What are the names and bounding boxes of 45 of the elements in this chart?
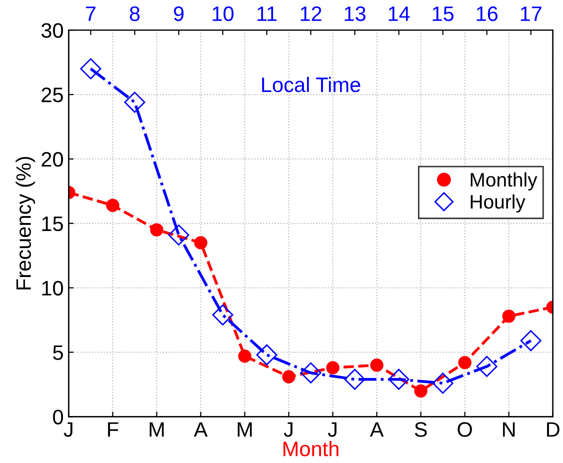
point — [502, 310, 516, 323]
y-tick-label: 30 — [41, 23, 64, 38]
x-tick-label: M — [150, 422, 164, 437]
x2-tick-label: 11 — [258, 6, 277, 21]
x-tick-label: N — [503, 422, 515, 437]
x2-tick-label: 17 — [520, 6, 542, 21]
point — [106, 198, 120, 212]
x2-tick-label: 10 — [212, 6, 234, 22]
legend-label: Monthly — [470, 172, 538, 191]
x-tick-label: J — [328, 422, 336, 437]
x-tick-label: J — [64, 422, 72, 437]
x-tick-label: A — [370, 422, 384, 437]
x2-axis-title: Local Time — [262, 76, 360, 92]
x2-tick-label: 7 — [86, 6, 96, 21]
x2-tick-label: 13 — [344, 6, 366, 22]
y-tick-label: 15 — [42, 216, 63, 232]
point — [194, 236, 208, 250]
x-tick-label: S — [414, 422, 427, 437]
point — [326, 361, 340, 374]
x-tick-label: F — [108, 422, 118, 437]
y-tick-label: 20 — [42, 152, 64, 167]
x-tick-label: O — [458, 422, 472, 437]
point — [282, 370, 296, 384]
x2-tick-label: 15 — [432, 6, 454, 22]
x-axis-title: Month — [284, 440, 338, 456]
point — [238, 350, 252, 363]
x2-tick-label: 9 — [174, 6, 184, 22]
point — [370, 358, 384, 372]
y-tick-label: 10 — [42, 280, 64, 296]
y-tick-label: 5 — [53, 345, 63, 360]
x2-tick-label: 14 — [388, 6, 410, 21]
point — [458, 356, 472, 370]
x-tick-label: M — [238, 422, 252, 437]
legend-label: Hourly — [470, 194, 526, 213]
x2-tick-label: 12 — [300, 6, 322, 21]
y-tick-label: 0 — [53, 410, 64, 424]
point — [414, 384, 428, 398]
y-axis-title: Frecuency (%) — [16, 156, 36, 290]
x-tick-label: A — [194, 422, 208, 437]
point — [150, 223, 164, 236]
y-tick-label: 25 — [42, 88, 63, 102]
x2-tick-label: 16 — [476, 6, 498, 22]
x-tick-label: D — [547, 422, 560, 437]
x-tick-label: J — [284, 422, 292, 437]
x2-tick-label: 8 — [130, 6, 140, 22]
